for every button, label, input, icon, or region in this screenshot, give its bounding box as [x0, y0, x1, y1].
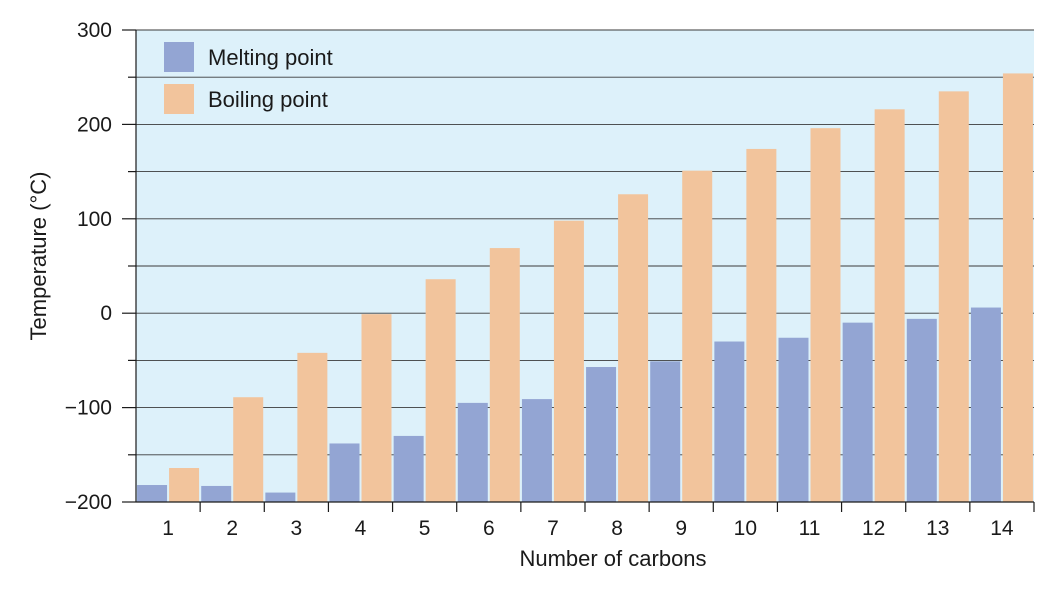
boiling-point-bar [874, 109, 905, 503]
melting-point-bar [842, 322, 873, 502]
boiling-point-bar [553, 220, 584, 503]
melting-point-bar [714, 341, 745, 502]
boiling-point-bar [169, 468, 200, 502]
x-tick-label: 7 [547, 517, 559, 540]
x-tick-label: 8 [611, 517, 623, 540]
legend-swatch [164, 42, 194, 72]
melting-point-bar [393, 435, 424, 502]
melting-point-bar [970, 307, 1001, 502]
x-tick-label: 13 [926, 517, 949, 540]
melting-point-bar [137, 485, 168, 502]
boiling-point-bar [618, 194, 649, 503]
boiling-point-bar [233, 397, 264, 502]
legend-label: Melting point [208, 45, 333, 70]
boiling-point-bar [682, 170, 713, 502]
boiling-point-bar [425, 279, 456, 502]
x-tick-label: 14 [990, 517, 1014, 540]
x-tick-label: 4 [355, 517, 367, 540]
y-tick-label: 300 [77, 19, 112, 42]
y-tick-label: 200 [77, 113, 112, 136]
melting-point-bar [201, 485, 232, 502]
boiling-point-bar [361, 314, 392, 502]
melting-point-bar [650, 361, 681, 502]
x-tick-label: 6 [483, 517, 495, 540]
y-tick-label: −200 [65, 491, 112, 514]
legend: Melting point Boiling point [164, 42, 333, 114]
x-ticks: 1 2 3 4 5 6 7 8 9 10 11 12 13 14 [162, 502, 1035, 540]
melting-point-bar [329, 443, 360, 502]
x-tick-label: 9 [675, 517, 687, 540]
melting-point-bar [778, 337, 809, 502]
boiling-point-bar [938, 91, 969, 503]
boiling-point-bar [746, 148, 777, 502]
x-tick-label: 11 [799, 517, 821, 540]
x-axis-title: Number of carbons [519, 546, 706, 571]
y-axis-title: Temperature (°C) [26, 172, 51, 341]
boiling-point-bar [1002, 73, 1033, 502]
melting-point-bar [906, 318, 937, 502]
x-tick-label: 12 [862, 517, 885, 540]
melting-point-bar [586, 367, 617, 502]
x-tick-label: 2 [226, 517, 238, 540]
legend-label: Boiling point [208, 87, 328, 112]
melting-point-bar [457, 402, 488, 502]
melting-point-bar [265, 492, 296, 502]
bars [137, 73, 1033, 503]
x-tick-label: 3 [291, 517, 303, 540]
x-tick-label: 1 [162, 517, 174, 540]
y-tick-label: −100 [65, 397, 112, 420]
boiling-point-bar [810, 128, 841, 502]
y-tick-label: 0 [100, 302, 112, 325]
y-ticks: 300 200 100 0 −100 −200 [65, 19, 136, 514]
x-tick-label: 10 [734, 517, 757, 540]
melting-point-bar [521, 399, 552, 502]
y-tick-label: 100 [77, 208, 112, 231]
boiling-point-bar [489, 248, 520, 502]
boiling-point-bar [297, 352, 328, 502]
legend-swatch [164, 84, 194, 114]
x-tick-label: 5 [419, 517, 431, 540]
